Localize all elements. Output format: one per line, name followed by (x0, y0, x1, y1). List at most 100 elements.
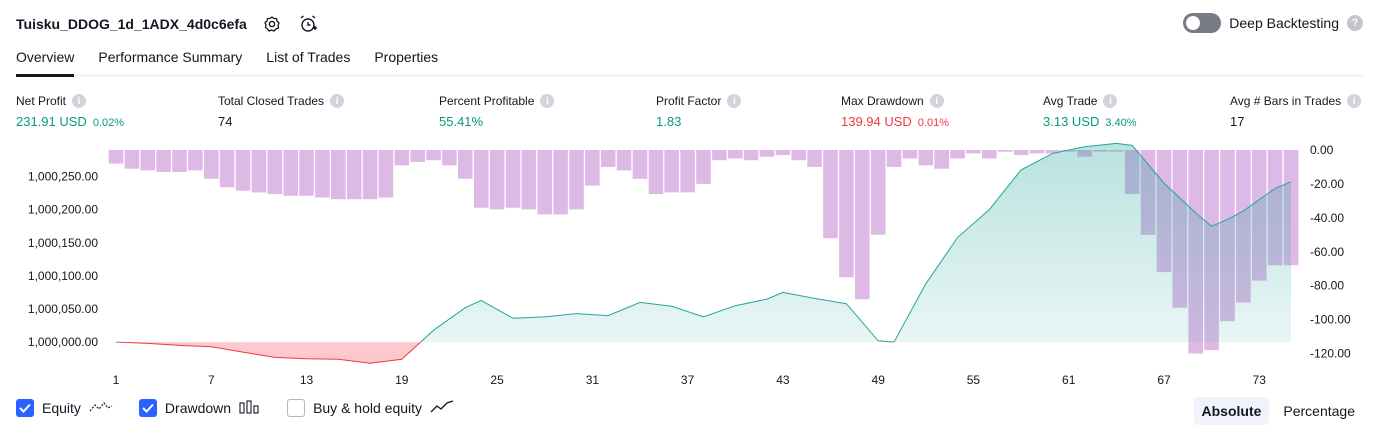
drawdown-bar (473, 150, 489, 208)
equity-area-negative (116, 342, 421, 364)
drawdown-bar (235, 150, 251, 191)
legend-equity[interactable]: Equity (16, 399, 113, 417)
drawdown-bar (505, 150, 521, 208)
drawdown-bar (743, 150, 759, 161)
legend-drawdown[interactable]: Drawdown (138, 399, 261, 417)
trade-axis-tick-label: 1 (113, 373, 120, 385)
trade-axis-tick-label: 73 (1253, 373, 1267, 385)
metric-avg-trade: Avg Trade i 3.13 USD 3.40% (1043, 93, 1137, 129)
drawdown-bar (124, 150, 140, 169)
drawdown-bar (553, 150, 568, 215)
trade-axis-tick-label: 7 (208, 373, 215, 385)
drawdown-bar (537, 150, 552, 215)
equity-checkbox[interactable] (16, 399, 34, 417)
metric-sub-value: 0.02% (92, 117, 125, 129)
drawdown-bar (791, 150, 807, 161)
strategy-header: Tuisku_DDOG_1d_1ADX_4d0c6efa (16, 12, 319, 36)
drawdown-axis-tick-label: -40.00 (1310, 211, 1344, 225)
trade-axis-tick-label: 49 (872, 373, 886, 385)
metric-value: 1.83 (656, 114, 682, 129)
drawdown-bar (394, 150, 410, 166)
drawdown-bar (331, 150, 346, 200)
info-icon[interactable]: i (1103, 94, 1118, 108)
metric-label: Percent Profitable (439, 94, 535, 108)
metric-value: 139.94 USD (841, 114, 912, 129)
drawdown-bar (426, 150, 441, 161)
drawdown-bar (982, 150, 997, 159)
equity-line-positive (115, 142, 1292, 343)
drawdown-bar (680, 150, 695, 193)
drawdown-bar (458, 150, 473, 179)
equity-drawdown-chart[interactable]: 1,000,000.00 1,000,050.00 1,000,100.00 1,00… (0, 140, 1379, 385)
equity-axis-tick-label: 1,000,200.00 (28, 203, 98, 217)
drawdown-bar (839, 150, 854, 278)
drawdown-bar (966, 150, 981, 154)
drawdown-bar (997, 150, 1013, 152)
metric-value: 74 (218, 114, 233, 129)
trade-axis-tick-label: 19 (395, 373, 409, 385)
tab-properties[interactable]: Properties (374, 49, 439, 65)
drawdown-bar (172, 150, 187, 172)
tab-performance-summary[interactable]: Performance Summary (98, 49, 243, 65)
metric-label: Avg Trade (1043, 94, 1098, 108)
drawdown-checkbox[interactable] (138, 399, 157, 417)
buy-hold-checkbox[interactable] (287, 399, 306, 417)
drawdown-bar (1029, 150, 1045, 154)
drawdown-bar (585, 150, 600, 186)
drawdown-bar (156, 150, 171, 172)
drawdown-bar (521, 150, 537, 210)
drawdown-bar (664, 150, 679, 193)
alarm-clock-plus-icon[interactable] (297, 13, 319, 35)
drawdown-bar (140, 150, 156, 171)
trade-axis-tick-label: 31 (586, 373, 600, 385)
gear-icon[interactable] (261, 13, 283, 35)
drawdown-bar (870, 150, 886, 235)
drawdown-bar (632, 150, 648, 179)
drawdown-bar (283, 150, 298, 196)
metric-profit-factor: Profit Factor i 1.83 (656, 93, 742, 129)
metric-net-profit: Net Profit i 231.91 USD 0.02% (16, 93, 124, 129)
info-icon[interactable]: i (727, 94, 742, 108)
info-icon[interactable]: i (1347, 94, 1362, 108)
metric-value: 3.13 USD (1043, 114, 1100, 129)
drawdown-bar (251, 150, 267, 193)
info-icon[interactable]: i (72, 94, 87, 108)
drawdown-axis-tick-label: -80.00 (1310, 279, 1344, 293)
tab-overview[interactable]: Overview (16, 40, 75, 77)
drawdown-bar (346, 150, 362, 200)
metric-value: 17 (1230, 114, 1245, 129)
trade-axis-tick-label: 67 (1157, 373, 1171, 385)
absolute-button[interactable]: Absolute (1193, 397, 1270, 425)
chart-legend: Equity Drawdown Buy & hold equity (16, 399, 454, 417)
metric-label: Max Drawdown (841, 94, 924, 108)
info-icon[interactable]: i (330, 94, 345, 108)
metric-label: Avg # Bars in Trades (1230, 94, 1342, 108)
legend-buy-hold[interactable]: Buy & hold equity (287, 399, 454, 417)
drawdown-bar (712, 150, 727, 161)
trade-axis-tick-label: 13 (300, 373, 314, 385)
info-icon[interactable]: i (540, 94, 555, 108)
drawdown-bar (1013, 150, 1029, 156)
deep-backtesting-toggle[interactable] (1183, 13, 1222, 33)
drawdown-bars-icon (239, 399, 261, 417)
drawdown-bar (299, 150, 314, 196)
metric-value: 55.41% (439, 114, 484, 129)
help-icon[interactable]: ? (1347, 15, 1363, 31)
metric-sub-value: 0.01% (917, 117, 950, 129)
drawdown-bar (950, 150, 965, 159)
drawdown-bar (934, 150, 949, 169)
drawdown-bar (188, 150, 203, 171)
drawdown-bar (362, 150, 378, 200)
metrics-row: Net Profit i 231.91 USD 0.02% Total Closed… (0, 93, 1379, 133)
drawdown-bar (823, 150, 838, 239)
drawdown-bar (902, 150, 918, 159)
drawdown-bar (759, 150, 775, 157)
deep-backtesting: Deep Backtesting ? (1183, 13, 1363, 33)
info-icon[interactable]: i (929, 94, 944, 108)
trade-axis-tick-label: 43 (776, 373, 790, 385)
percentage-button[interactable]: Percentage (1283, 403, 1355, 419)
tab-list-of-trades[interactable]: List of Trades (266, 49, 351, 65)
equity-axis-tick-label: 1,000,100.00 (28, 269, 98, 283)
metric-label: Net Profit (16, 94, 67, 108)
metric-avg-bars-in-trades: Avg # Bars in Trades i 17 (1230, 93, 1362, 129)
